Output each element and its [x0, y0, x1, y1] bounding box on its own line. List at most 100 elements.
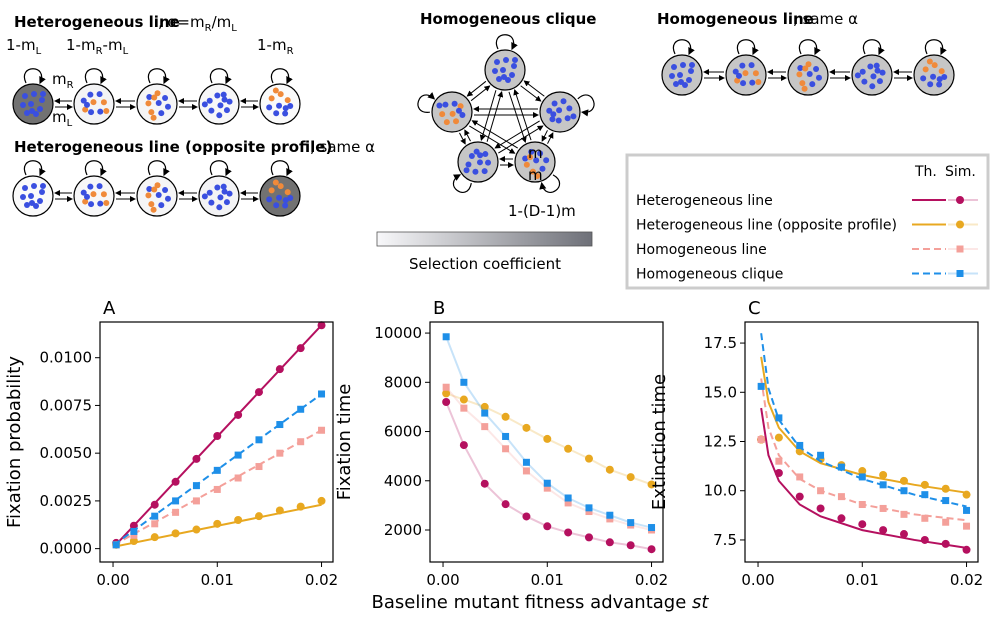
- sim-point: [962, 545, 971, 554]
- sim-point: [941, 539, 950, 548]
- sim-point: [276, 449, 284, 457]
- individual: [24, 202, 30, 208]
- t: L: [67, 118, 73, 129]
- legend-marker: [956, 245, 964, 253]
- individual: [920, 75, 927, 82]
- individual: [287, 103, 294, 110]
- individual: [482, 151, 489, 158]
- individual: [669, 73, 675, 79]
- individual: [29, 108, 35, 114]
- t: R: [67, 80, 74, 91]
- individual: [146, 93, 153, 100]
- sim-point: [459, 395, 468, 404]
- sim-point: [296, 502, 305, 511]
- self-loop: [23, 160, 46, 177]
- individual: [443, 119, 450, 126]
- individual: [755, 78, 762, 85]
- migration-arrow: [547, 132, 554, 144]
- y-tick-label: 0.0075: [40, 396, 93, 414]
- migration-arrow: [471, 120, 518, 149]
- individual: [103, 107, 110, 114]
- diagram-note: , same α: [793, 10, 858, 28]
- sim-point: [442, 398, 451, 406]
- individual: [272, 179, 279, 186]
- individual: [146, 185, 153, 192]
- individual: [439, 111, 446, 118]
- t: R: [287, 46, 294, 57]
- panel-label: A: [103, 298, 116, 319]
- legend-label: Homogeneous line: [636, 242, 767, 258]
- migration-arrow: [520, 85, 542, 102]
- individual: [735, 72, 742, 79]
- migration-arrow: [469, 125, 516, 154]
- individual: [813, 65, 820, 72]
- individual: [162, 186, 169, 193]
- individual: [854, 72, 861, 79]
- y-axis-label: Fixation time: [334, 384, 355, 501]
- individual: [463, 167, 470, 174]
- sim-point: [920, 480, 929, 489]
- t: -m: [103, 36, 123, 54]
- individual: [97, 200, 104, 207]
- individual: [217, 102, 224, 109]
- individual: [28, 193, 34, 199]
- individual: [869, 83, 876, 90]
- t: L: [36, 46, 42, 57]
- individual: [876, 78, 883, 85]
- t: 1-m: [257, 36, 287, 54]
- individual: [96, 183, 103, 190]
- sim-point: [900, 510, 908, 518]
- individual: [20, 194, 26, 200]
- self-loop: [924, 39, 947, 56]
- individual: [512, 57, 518, 63]
- sim-point: [501, 500, 510, 509]
- individual: [31, 183, 37, 189]
- individual: [39, 97, 45, 103]
- self-loop: [798, 39, 821, 56]
- individual: [678, 79, 684, 85]
- individual: [273, 110, 280, 117]
- sim-point: [130, 531, 138, 539]
- individual: [220, 183, 227, 190]
- individual: [148, 109, 155, 116]
- sim-point: [275, 365, 284, 374]
- individual: [206, 189, 213, 196]
- sim-point: [150, 500, 159, 509]
- y-tick-label: 0.0000: [40, 540, 93, 558]
- individual: [734, 77, 741, 84]
- sim-point: [442, 389, 451, 398]
- sim-point: [879, 470, 888, 479]
- individual: [449, 110, 456, 117]
- individual: [100, 191, 107, 198]
- y-tick-label: 0.0025: [40, 492, 93, 510]
- migration-arrow: [523, 80, 545, 97]
- individual: [97, 108, 104, 115]
- individual: [522, 155, 529, 162]
- individual: [40, 91, 46, 97]
- individual: [549, 116, 556, 123]
- diagram-note: , α=mR/mL: [158, 13, 237, 34]
- individual: [494, 59, 500, 65]
- theory-line: [760, 407, 967, 549]
- x-tick-label: 0.00: [741, 571, 774, 589]
- individual: [87, 91, 94, 98]
- sim-point: [442, 383, 450, 391]
- sim-point: [796, 473, 804, 481]
- sim-point: [963, 506, 971, 514]
- sim-point: [564, 528, 573, 537]
- sim-point: [879, 526, 888, 535]
- individual: [500, 67, 506, 73]
- individual: [739, 62, 746, 69]
- note-sub: R: [205, 23, 212, 34]
- rate-label: m: [528, 144, 543, 162]
- sim-point: [757, 436, 765, 444]
- individual: [815, 74, 822, 81]
- sim-point: [460, 404, 468, 412]
- individual: [457, 103, 464, 110]
- individual: [870, 73, 877, 80]
- individual: [145, 100, 152, 107]
- sim-point: [921, 491, 929, 499]
- individual: [83, 193, 90, 200]
- individual: [529, 168, 536, 175]
- individual: [284, 97, 291, 104]
